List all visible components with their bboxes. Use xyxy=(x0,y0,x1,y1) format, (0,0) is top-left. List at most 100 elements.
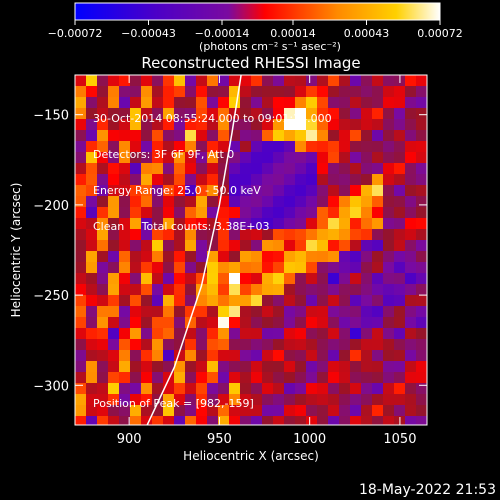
heatmap-cell xyxy=(328,295,340,307)
heatmap-cell xyxy=(317,339,329,351)
heatmap-cell xyxy=(174,97,186,109)
heatmap-cell xyxy=(273,372,285,384)
heatmap-cell xyxy=(372,383,384,395)
heatmap-cell xyxy=(416,196,427,208)
heatmap-cell xyxy=(86,108,98,120)
heatmap-cell xyxy=(163,174,175,186)
heatmap-cell xyxy=(251,163,263,175)
heatmap-cell xyxy=(141,86,153,98)
heatmap-cell xyxy=(350,108,362,120)
heatmap-cell xyxy=(328,394,340,406)
heatmap-cell xyxy=(350,240,362,252)
heatmap-cell xyxy=(207,284,219,296)
heatmap-cell xyxy=(383,97,395,109)
heatmap-cell xyxy=(251,262,263,274)
heatmap-cell xyxy=(251,295,263,307)
heatmap-cell xyxy=(306,295,318,307)
heatmap-cell xyxy=(350,350,362,362)
heatmap-cell xyxy=(196,174,208,186)
heatmap-cell xyxy=(394,240,406,252)
heatmap-cell xyxy=(361,207,373,219)
heatmap-cell xyxy=(163,273,175,285)
heatmap-cell xyxy=(229,339,241,351)
heatmap-cell xyxy=(218,207,230,219)
heatmap-cell xyxy=(350,284,362,296)
heatmap-cell xyxy=(284,185,296,197)
heatmap-cell xyxy=(317,262,329,274)
heatmap-cell xyxy=(108,108,120,120)
heatmap-cell xyxy=(405,75,417,87)
heatmap-cell xyxy=(196,328,208,340)
heatmap-cell xyxy=(119,141,131,153)
heatmap-cell xyxy=(152,108,164,120)
heatmap-cell xyxy=(284,152,296,164)
heatmap-cell xyxy=(317,273,329,285)
heatmap-cell xyxy=(350,372,362,384)
heatmap-cell xyxy=(284,405,296,417)
heatmap-cell xyxy=(339,372,351,384)
heatmap-cell xyxy=(130,240,142,252)
heatmap-cell xyxy=(317,119,329,131)
heatmap-cell xyxy=(350,229,362,241)
heatmap-cell xyxy=(130,108,142,120)
heatmap-cell xyxy=(284,130,296,142)
heatmap-cell xyxy=(119,405,131,417)
heatmap-cell xyxy=(262,86,274,98)
heatmap-cell xyxy=(383,361,395,373)
heatmap-cell xyxy=(361,350,373,362)
heatmap-cell xyxy=(207,152,219,164)
heatmap-cell xyxy=(361,372,373,384)
heatmap-cell xyxy=(163,339,175,351)
heatmap-cell xyxy=(108,240,120,252)
heatmap-cell xyxy=(383,273,395,285)
heatmap-cell xyxy=(240,328,252,340)
heatmap-cell xyxy=(394,163,406,175)
heatmap-cell xyxy=(328,119,340,131)
heatmap-cell xyxy=(119,317,131,329)
heatmap-cell xyxy=(108,207,120,219)
heatmap-cell xyxy=(97,339,109,351)
heatmap-cell xyxy=(295,229,307,241)
heatmap-cell xyxy=(339,207,351,219)
heatmap-cell xyxy=(174,119,186,131)
heatmap-cell xyxy=(97,394,109,406)
heatmap-cell xyxy=(394,394,406,406)
heatmap-cell xyxy=(108,251,120,263)
heatmap-cell xyxy=(262,207,274,219)
heatmap-cell xyxy=(108,185,120,197)
heatmap-cell xyxy=(284,108,296,120)
heatmap-cell xyxy=(383,306,395,318)
heatmap-cell xyxy=(207,251,219,263)
heatmap-cell xyxy=(163,317,175,329)
heatmap-cell xyxy=(97,75,109,87)
heatmap-cell xyxy=(174,361,186,373)
heatmap-cell xyxy=(163,163,175,175)
heatmap-cell xyxy=(339,328,351,340)
heatmap-cell xyxy=(152,229,164,241)
heatmap-cell xyxy=(218,284,230,296)
heatmap-cell xyxy=(185,196,197,208)
heatmap-cell xyxy=(130,317,142,329)
heatmap-cell xyxy=(174,262,186,274)
heatmap-cell xyxy=(130,218,142,230)
annotation-total-counts: Clean Total counts: 3.38E+03 xyxy=(93,220,270,233)
heatmap-cell xyxy=(86,119,98,131)
heatmap-cell xyxy=(229,119,241,131)
heatmap-cell xyxy=(207,141,219,153)
heatmap-cell xyxy=(361,306,373,318)
heatmap-cell xyxy=(361,328,373,340)
heatmap-cell xyxy=(108,75,120,87)
heatmap-cell xyxy=(405,119,417,131)
heatmap-cell xyxy=(306,152,318,164)
heatmap-cell xyxy=(130,119,142,131)
heatmap-cell xyxy=(207,218,219,230)
heatmap-cell xyxy=(207,262,219,274)
heatmap-cell xyxy=(405,174,417,186)
heatmap-cell xyxy=(383,196,395,208)
heatmap-cell xyxy=(141,251,153,263)
heatmap-cell xyxy=(152,218,164,230)
heatmap-cell xyxy=(108,273,120,285)
heatmap-cell xyxy=(394,372,406,384)
heatmap-cell xyxy=(240,130,252,142)
heatmap-cell xyxy=(130,207,142,219)
